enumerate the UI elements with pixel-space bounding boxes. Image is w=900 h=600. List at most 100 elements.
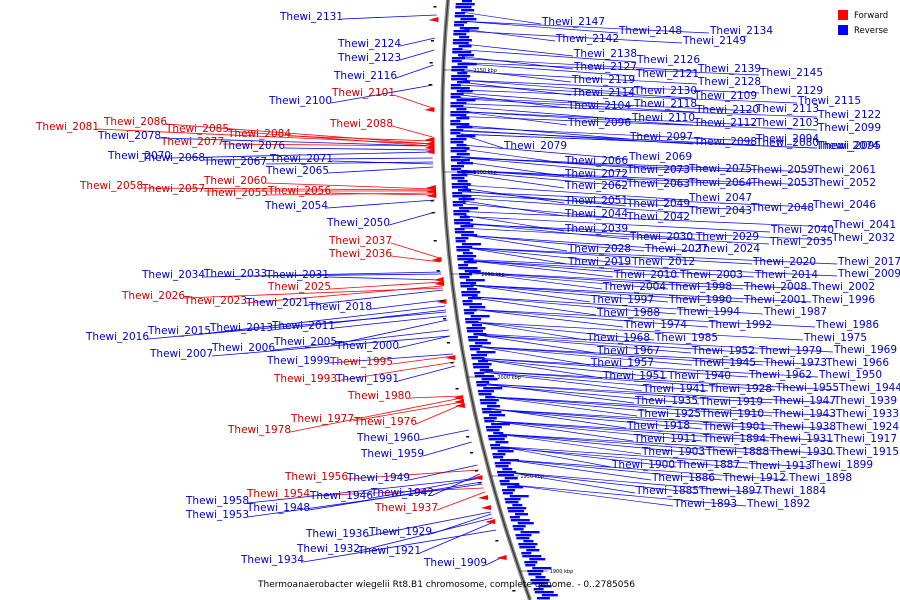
connector-line	[500, 446, 612, 468]
connector-lines	[97, 12, 839, 566]
reverse-gene-arrow	[458, 198, 475, 201]
connector-line	[477, 334, 597, 354]
reverse-gene-arrow	[502, 489, 516, 492]
connector-line	[395, 64, 434, 79]
reverse-gene-arrow	[502, 492, 513, 495]
connector-line	[460, 124, 630, 140]
reverse-gene-arrow	[454, 21, 468, 24]
connector-line	[460, 81, 572, 96]
gene-label-left: Thewi_1909	[423, 557, 487, 569]
gene-label-right: Thewi_1998	[668, 281, 732, 293]
gene-label-right: Thewi_2010	[613, 269, 677, 281]
forward-gene-band	[424, 6, 516, 592]
gene-label-left: Thewi_1921	[357, 545, 421, 557]
connector-line	[507, 471, 763, 494]
connector-line	[209, 305, 446, 334]
reverse-gene-arrow	[458, 45, 472, 48]
gene-label-left: Thewi_2081	[35, 121, 99, 133]
reverse-gene-arrow	[456, 162, 473, 165]
connector-line	[390, 242, 440, 259]
reverse-gene-arrow	[461, 243, 481, 246]
connector-line	[467, 259, 838, 277]
reverse-gene-arrow	[493, 432, 504, 435]
reverse-gene-arrow	[505, 501, 519, 504]
reverse-gene-arrow	[450, 93, 464, 96]
connector-line	[169, 151, 433, 159]
connector-line	[464, 12, 542, 25]
connector-line	[460, 148, 565, 164]
gene-label-left: Thewi_1956	[284, 471, 348, 483]
reverse-gene-arrow	[515, 513, 529, 516]
legend-forward-swatch	[838, 10, 848, 20]
gene-label-right: Thewi_1933	[835, 408, 899, 420]
gene-label-right: Thewi_2003	[679, 269, 743, 281]
reverse-gene-arrow	[457, 258, 474, 261]
gene-label-right: Thewi_1988	[596, 307, 660, 319]
reverse-gene-arrow	[497, 450, 514, 453]
reverse-gene-arrow	[452, 201, 466, 204]
legend-forward-label: Forward	[854, 11, 888, 21]
connector-line	[328, 353, 454, 364]
gene-label-right: Thewi_1950	[818, 369, 882, 381]
connector-line	[473, 309, 709, 328]
gene-label-right: Thewi_2118	[633, 98, 697, 110]
connector-line	[203, 271, 441, 278]
reverse-gene-arrow	[463, 309, 477, 312]
reverse-gene-arrow	[457, 63, 477, 66]
reverse-gene-arrow	[482, 411, 502, 414]
gene-label-right: Thewi_2030	[629, 231, 693, 243]
reverse-gene-arrow	[452, 51, 472, 54]
gene-label-right: Thewi_1925	[637, 408, 701, 420]
connector-line	[479, 346, 826, 366]
connector-line	[510, 484, 747, 507]
reverse-gene-arrow	[461, 294, 478, 297]
gene-label-left: Thewi_2131	[279, 11, 343, 23]
chromosome-arc-inner	[441, 0, 531, 600]
reverse-gene-arrow	[462, 303, 482, 306]
connector-line	[266, 192, 435, 196]
reverse-gene-arrow	[477, 390, 494, 393]
gene-label-right: Thewi_1940	[667, 370, 731, 382]
reverse-gene-arrow	[523, 540, 534, 543]
reverse-gene-arrow	[483, 417, 497, 420]
gene-label-right: Thewi_2095	[817, 140, 881, 152]
connector-line	[462, 190, 627, 207]
reverse-gene-arrow	[466, 327, 486, 330]
gene-label-left: Thewi_2071	[269, 153, 333, 165]
connector-line	[265, 161, 433, 165]
gene-label-right: Thewi_1997	[590, 294, 654, 306]
reverse-gene-arrow	[483, 387, 503, 390]
connector-line	[460, 106, 632, 121]
connector-line	[486, 384, 700, 405]
gene-label-right: Thewi_2112	[693, 117, 757, 129]
gene-label-right: Thewi_1968	[586, 332, 650, 344]
connector-line	[462, 191, 813, 208]
gene-label-left: Thewi_1946	[309, 490, 373, 502]
legend-reverse-label: Reverse	[854, 26, 888, 36]
gene-label-right: Thewi_2009	[837, 268, 900, 280]
gene-label-left: Thewi_1993	[273, 373, 337, 385]
reverse-gene-arrow	[472, 363, 492, 366]
reverse-gene-arrow	[451, 165, 465, 168]
gene-label-right: Thewi_1939	[833, 395, 897, 407]
connector-line	[308, 487, 484, 497]
gene-label-right: Thewi_2063	[626, 178, 690, 190]
reverse-gene-arrow	[499, 480, 510, 483]
gene-label-right: Thewi_2001	[743, 294, 807, 306]
gene-label-left: Thewi_1949	[346, 472, 410, 484]
connector-line	[481, 359, 668, 379]
gene-label-right: Thewi_1994	[676, 306, 740, 318]
reverse-gene-arrow	[509, 495, 529, 498]
reverse-gene-arrow	[464, 312, 475, 315]
reverse-gene-arrow	[541, 594, 558, 597]
gene-label-left: Thewi_2016	[85, 331, 149, 343]
connector-line	[497, 433, 642, 455]
gene-label-right: Thewi_1985	[654, 332, 718, 344]
reverse-gene-arrow	[455, 240, 466, 243]
forward-gene-arrow	[424, 137, 435, 142]
reverse-gene-arrow	[454, 15, 474, 18]
gene-label-left: Thewi_2060	[203, 175, 267, 187]
connector-line	[473, 309, 624, 328]
connector-line	[481, 358, 749, 378]
